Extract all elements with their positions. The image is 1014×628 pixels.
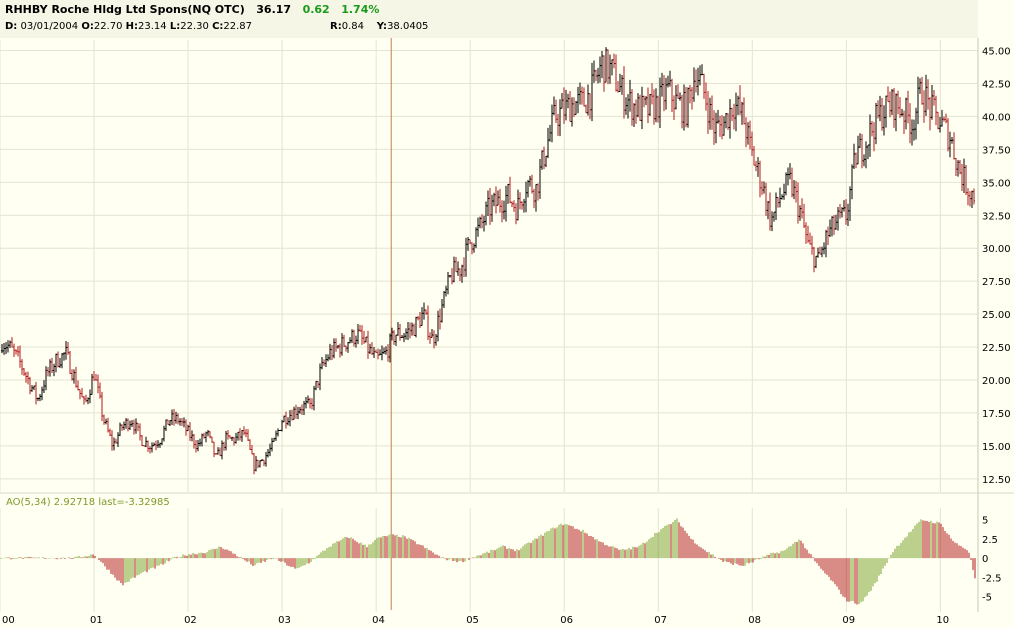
ao-value: 2.92718 [53,497,96,508]
price-tick-label: 20.00 [982,376,1011,387]
close-value: 22.87 [223,21,253,32]
date-tick-label: 00 [2,615,15,626]
open-key: O: [81,21,94,32]
high-value: 23.14 [138,21,167,32]
quote-title: RHHBY Roche Hldg Ltd Spons(NQ OTC) 36.17… [5,3,379,16]
grid-lines [0,40,978,612]
price-tick-label: 42.50 [982,79,1011,90]
date-tick-label: 01 [90,615,103,626]
price-tick-label: 22.50 [982,343,1011,354]
date-tick-label: 07 [654,615,667,626]
y-value: 38.0405 [387,21,429,32]
date-axis-ticks: 00 01 02 03 04 05 06 07 08 09 10 [2,615,949,626]
date-tick-label: 09 [842,615,855,626]
price-tick-label: 37.50 [982,145,1011,156]
date-tick-label: 02 [184,615,197,626]
date-tick-label: 04 [372,615,385,626]
price-tick-label: 27.50 [982,277,1011,288]
price-tick-label: 32.50 [982,211,1011,222]
price-tick-label: 12.50 [982,475,1011,486]
low-value: 22.30 [180,21,209,32]
price-tick-label: 25.00 [982,310,1011,321]
ao-axis-ticks: 5 2.5 0 -2.5 -5 [982,516,1002,604]
ao-tick-label: 2.5 [982,535,998,546]
ao-tick-label: 0 [982,554,988,565]
ao-name: AO(5,34) [6,497,54,508]
r-value: 0.84 [341,21,364,32]
date-tick-label: 10 [936,615,949,626]
open-value: 22.70 [93,21,123,32]
ohlc-readout: D: 03/01/2004 O:22.70 H:23.14 L:22.30 C:… [5,21,252,32]
close-key: C: [212,21,224,32]
date-value: 03/01/2004 [20,21,79,32]
cursor-readout: R:0.84 Y:38.0405 [330,21,428,32]
high-key: H: [125,21,139,32]
price-tick-label: 15.00 [982,442,1011,453]
ao-tick-label: -2.5 [982,573,1002,584]
y-key: Y: [376,21,388,32]
price-axis-ticks: 45.00 42.50 40.00 37.50 35.00 32.50 30.00 27.50… [982,47,1011,486]
ao-tick-label: 5 [982,516,988,527]
price-tick-label: 30.00 [982,244,1011,255]
price-change: 0.62 [302,3,330,16]
date-tick-label: 03 [278,615,291,626]
price-tick-label: 35.00 [982,178,1011,189]
symbol-label: RHHBY Roche Hldg Ltd Spons(NQ OTC) [5,3,245,16]
r-key: R: [330,21,342,32]
ao-histogram [0,518,976,605]
price-tick-label: 45.00 [982,47,1011,58]
date-key: D: [5,21,18,32]
chart-header: RHHBY Roche Hldg Ltd Spons(NQ OTC) 36.17… [0,0,978,38]
ao-tick-label: -5 [982,592,992,603]
ao-last: last=-3.32985 [98,497,170,508]
ao-indicator-label: AO(5,34) 2.92718 last=-3.32985 [6,497,170,508]
price-tick-label: 40.00 [982,112,1011,123]
price-tick-label: 17.50 [982,409,1011,420]
price-change-percent: 1.74% [341,3,380,16]
date-tick-label: 06 [560,615,573,626]
last-price: 36.17 [256,3,292,16]
date-tick-label: 05 [466,615,479,626]
price-bars [1,47,975,475]
date-tick-label: 08 [748,615,761,626]
low-key: L: [169,21,181,32]
